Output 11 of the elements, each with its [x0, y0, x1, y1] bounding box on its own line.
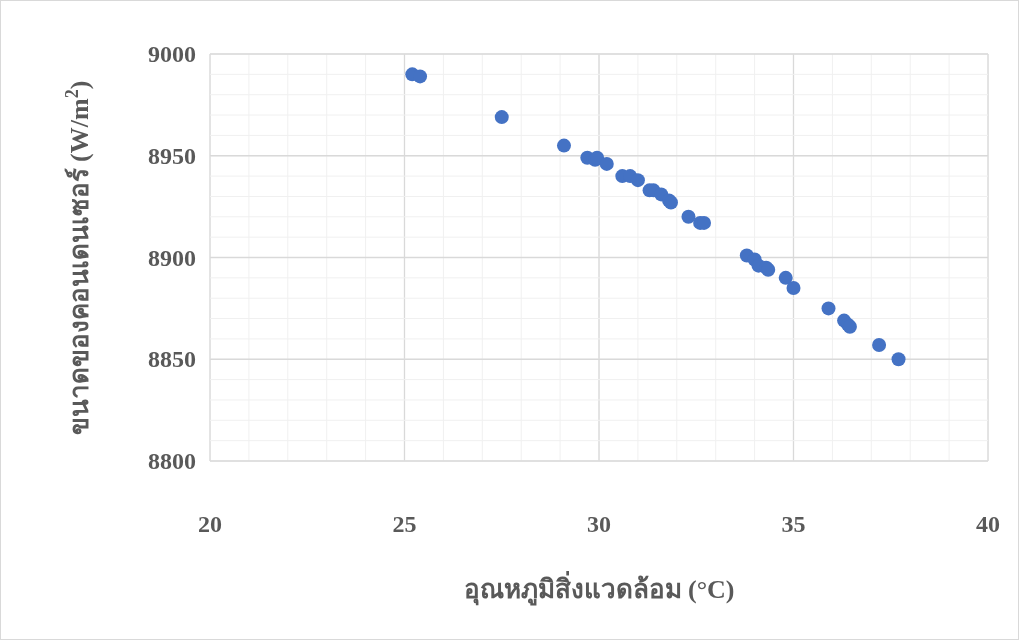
x-tick-label: 40 — [976, 511, 1000, 537]
y-tick-label: 9000 — [148, 41, 196, 67]
y-tick-label: 8900 — [148, 244, 196, 271]
y-tick-label: 8850 — [148, 346, 196, 373]
y-tick-label: 8800 — [148, 448, 196, 474]
y-tick-label: 8950 — [148, 142, 196, 169]
x-tick-label: 30 — [587, 511, 611, 537]
x-tick-label: 25 — [392, 511, 417, 537]
x-tick-label: 20 — [198, 511, 222, 537]
x-axis-title: อุณหภูมิสิ่งแวดล้อม (°C) — [463, 570, 735, 606]
x-tick-label: 35 — [781, 511, 806, 537]
